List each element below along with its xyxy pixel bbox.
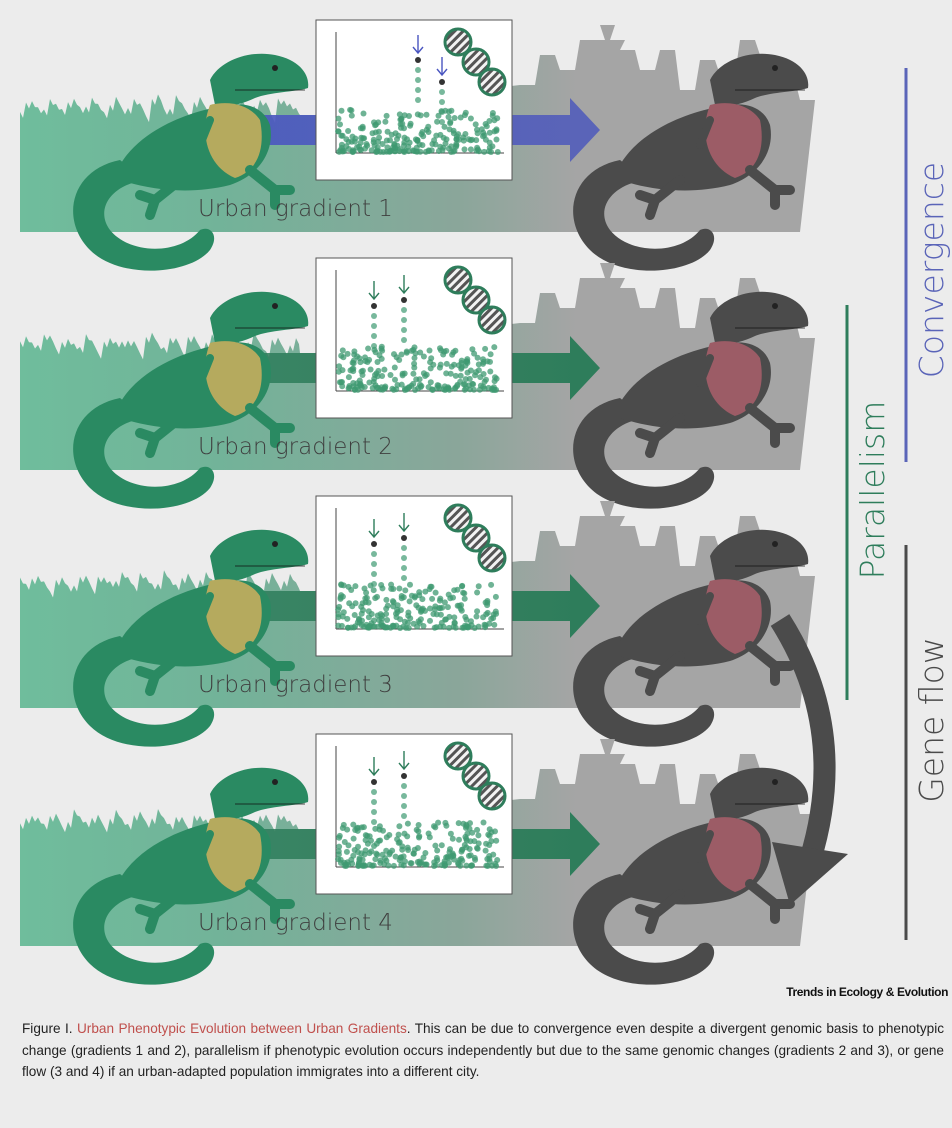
gradient-label: Urban gradient 4 — [198, 910, 393, 936]
gradient-label: Urban gradient 3 — [198, 672, 393, 698]
dna-icon — [443, 741, 507, 811]
dna-icon — [443, 503, 507, 573]
peak-arrow-icon — [368, 757, 380, 777]
urban-lizard — [573, 291, 809, 509]
caption-title: Urban Phenotypic Evolution between Urban… — [76, 1021, 407, 1036]
journal-name: Trends in Ecology & Evolution — [786, 985, 948, 999]
arrow-head — [570, 812, 600, 876]
urban-lizard — [573, 529, 809, 747]
gene-flow-arrow — [770, 614, 848, 905]
manhattan-plot — [315, 733, 513, 895]
peak-arrow-icon — [436, 57, 448, 77]
peak-arrow-icon — [412, 35, 424, 55]
urban-gradient-row-1: Urban gradient 1 — [20, 19, 815, 271]
arrow-head — [570, 336, 600, 400]
green-lizard — [73, 767, 309, 985]
dna-icon — [443, 27, 507, 97]
gradient-label: Urban gradient 2 — [198, 434, 393, 460]
manhattan-plot — [315, 495, 513, 657]
figure-caption: Figure I. Urban Phenotypic Evolution bet… — [22, 1021, 945, 1079]
peak-arrow-icon — [368, 281, 380, 301]
green-lizard — [73, 529, 309, 747]
manhattan-plot — [315, 257, 513, 419]
urban-gradient-row-2: Urban gradient 2 — [20, 257, 815, 509]
peak-arrow-icon — [368, 519, 380, 539]
caption-label: Figure I. — [22, 1021, 73, 1036]
gene-flow-label: Gene flow — [912, 637, 951, 803]
arrow-head — [570, 98, 600, 162]
convergence-label: Convergence — [912, 162, 951, 378]
peak-arrow-icon — [398, 513, 410, 533]
urban-lizard — [573, 53, 809, 271]
figure: Urban gradient 1 Urban gradient 2 Urban gr… — [20, 19, 951, 985]
urban-gradient-row-4: Urban gradient 4 — [20, 733, 815, 985]
green-lizard — [73, 291, 309, 509]
parallelism-label: Parallelism — [853, 401, 892, 580]
caption-body: This can be due to convergence even desp… — [22, 1021, 945, 1079]
urban-lizard — [573, 767, 809, 985]
urban-gradient-row-3: Urban gradient 3 — [20, 495, 815, 747]
arrow-head — [570, 574, 600, 638]
manhattan-plot — [315, 19, 513, 181]
green-lizard — [73, 53, 309, 271]
peak-arrow-icon — [398, 275, 410, 295]
dna-icon — [443, 265, 507, 335]
gradient-label: Urban gradient 1 — [198, 196, 393, 222]
peak-arrow-icon — [398, 751, 410, 771]
